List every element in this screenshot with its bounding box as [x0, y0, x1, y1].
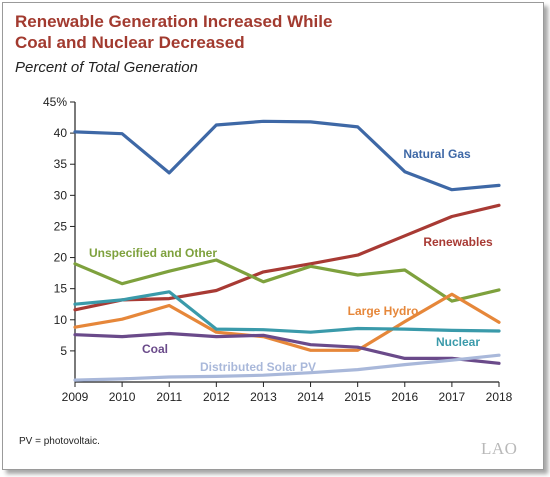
- x-tick-label: 2014: [297, 390, 324, 404]
- series-label-unspecified-and-other: Unspecified and Other: [89, 246, 217, 260]
- x-tick-label: 2009: [62, 390, 89, 404]
- series-line-distributed-solar-pv: [73, 353, 501, 382]
- y-tick-label: 5: [60, 344, 67, 358]
- series-label-natural-gas: Natural Gas: [403, 147, 471, 161]
- series-line-coal: [73, 331, 501, 365]
- x-tick-label: 2011: [156, 390, 182, 404]
- chart-card: Renewable Generation Increased While Coa…: [2, 2, 544, 470]
- series-line-unspecified-and-other: [73, 258, 501, 303]
- x-tick-label: 2016: [391, 390, 418, 404]
- lao-logo: LAO: [481, 439, 518, 458]
- y-tick-label: 15: [54, 282, 68, 296]
- x-tick-label: 2010: [109, 390, 136, 404]
- series-line-natural-gas: [73, 119, 501, 192]
- x-tick-label: 2018: [486, 390, 513, 404]
- chart-title: Renewable Generation Increased While Coa…: [15, 11, 395, 53]
- chart-title-line2: Coal and Nuclear Decreased: [15, 33, 245, 52]
- y-tick-label: 20: [54, 251, 68, 265]
- series-label-distributed-solar-pv: Distributed Solar PV: [200, 360, 316, 374]
- series-line-large-hydro: [73, 292, 501, 352]
- chart-subtitle: Percent of Total Generation: [15, 59, 198, 76]
- y-tick-label: 30: [54, 188, 68, 202]
- series-label-renewables: Renewables: [423, 235, 493, 249]
- series-label-large-hydro: Large Hydro: [348, 304, 419, 318]
- y-tick-label: 45%: [43, 95, 67, 109]
- footnote: PV = photovoltaic.: [19, 436, 100, 447]
- line-chart: 5 10 15 20 25 30 35 40 45% 2009 2010 2011 2012 2013 20…: [43, 95, 513, 404]
- y-tick-label: 10: [54, 313, 68, 327]
- series-line-nuclear: [73, 290, 501, 334]
- series-label-nuclear: Nuclear: [436, 335, 480, 349]
- y-tick-label: 25: [54, 219, 68, 233]
- x-tick-label: 2015: [344, 390, 371, 404]
- y-tick-label: 35: [54, 157, 68, 171]
- y-tick-label: 40: [54, 126, 68, 140]
- x-tick-label: 2017: [439, 390, 466, 404]
- series-label-coal: Coal: [142, 342, 168, 356]
- series-line-renewables: [73, 203, 501, 312]
- x-tick-label: 2012: [203, 390, 230, 404]
- x-tick-label: 2013: [250, 390, 277, 404]
- chart-title-line1: Renewable Generation Increased While: [15, 12, 333, 31]
